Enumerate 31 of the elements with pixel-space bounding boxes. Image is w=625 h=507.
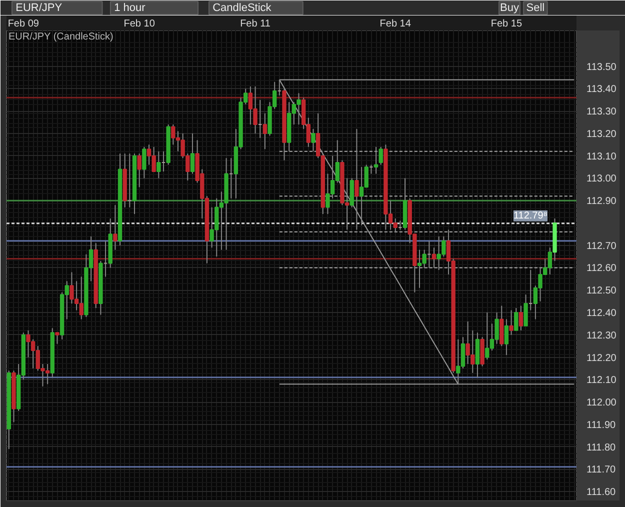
y-tick-label: 111.80 xyxy=(586,442,616,454)
y-tick-label: 112.20 xyxy=(586,352,617,364)
y-tick-label: 113.40 xyxy=(586,84,617,96)
y-tick-label: 113.50 xyxy=(586,62,617,73)
text: Buy xyxy=(500,2,520,14)
text: CandleStick xyxy=(212,2,272,14)
y-tick-label: 112.70 xyxy=(586,240,617,252)
y-tick-label: 112.40 xyxy=(586,308,617,319)
y-tick-label: 111.90 xyxy=(586,420,616,431)
x-tick-label: Feb 11 xyxy=(240,18,271,30)
y-tick-label: 113.20 xyxy=(586,128,617,140)
text: 1 hour xyxy=(114,2,146,14)
y-tick-label: 112.90 xyxy=(586,196,617,208)
text: EUR/JPY xyxy=(16,2,63,14)
y-tick-label: 111.70 xyxy=(586,464,616,476)
y-tick-label: 112.50 xyxy=(586,286,617,297)
y-tick-label: 112.60 xyxy=(586,263,617,274)
x-tick-label: Feb 14 xyxy=(380,18,412,30)
y-tick-label: 112.30 xyxy=(586,330,617,342)
y-tick-label: 112.00 xyxy=(586,398,617,409)
x-tick-label: Feb 10 xyxy=(124,18,156,30)
y-tick-label: 113.10 xyxy=(586,151,617,162)
x-tick-label: Feb 09 xyxy=(8,18,40,30)
y-tick-label: 111.60 xyxy=(586,487,616,498)
chart-title: EUR/JPY (CandleStick) xyxy=(8,32,114,42)
y-tick-label: 112.10 xyxy=(586,375,617,386)
text: Sell xyxy=(526,2,545,14)
ref-line-label: 112.79⁸ xyxy=(513,210,548,222)
y-tick-label: 113.00 xyxy=(586,174,617,185)
x-tick-label: Feb 15 xyxy=(490,18,522,30)
y-tick-label: 113.30 xyxy=(586,106,617,118)
